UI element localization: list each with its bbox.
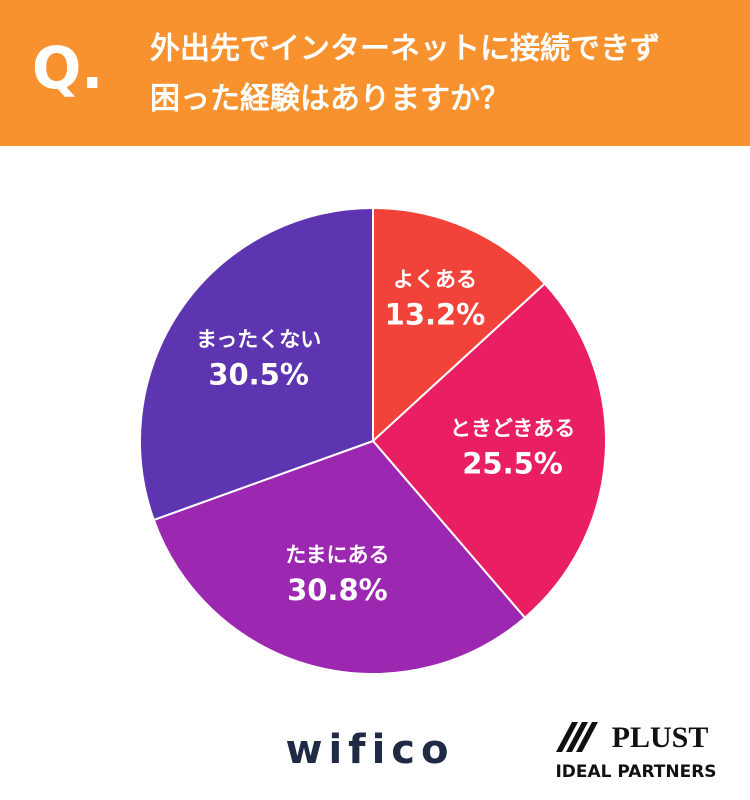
pie-slice: [139, 206, 374, 522]
pie-slice: [152, 439, 527, 675]
logo-plust: PLUST IDEAL PARTNERS: [555, 721, 716, 782]
slice-category: ときどきある: [450, 416, 575, 440]
pie-labels: よくある 13.2% ときどきある 25.5% たまにある 30.8% まったくない 30.5…: [196, 267, 575, 607]
pie-slice: [371, 282, 607, 620]
slice-value: 30.8%: [287, 573, 388, 607]
slice-value: 13.2%: [385, 297, 486, 331]
logo-wifico: wifico: [286, 727, 455, 773]
question-line: 外出先でインターネットに接続できず: [150, 32, 660, 67]
plust-icon: [556, 722, 598, 752]
header-band: [0, 0, 750, 146]
pie-slice: [372, 206, 547, 444]
slice-category: たまにある: [285, 543, 389, 567]
slice-category: まったくない: [196, 328, 321, 352]
question-line: 困った経験はありますか？: [150, 82, 510, 117]
slice-value: 30.5%: [208, 358, 309, 392]
slice-value: 25.5%: [462, 446, 563, 480]
slice-category: よくある: [393, 267, 477, 291]
pie: [139, 206, 607, 675]
logo-plust-sub: IDEAL PARTNERS: [555, 762, 716, 782]
logo-plust-text: PLUST: [612, 721, 709, 754]
q-mark: Q.: [32, 34, 103, 102]
